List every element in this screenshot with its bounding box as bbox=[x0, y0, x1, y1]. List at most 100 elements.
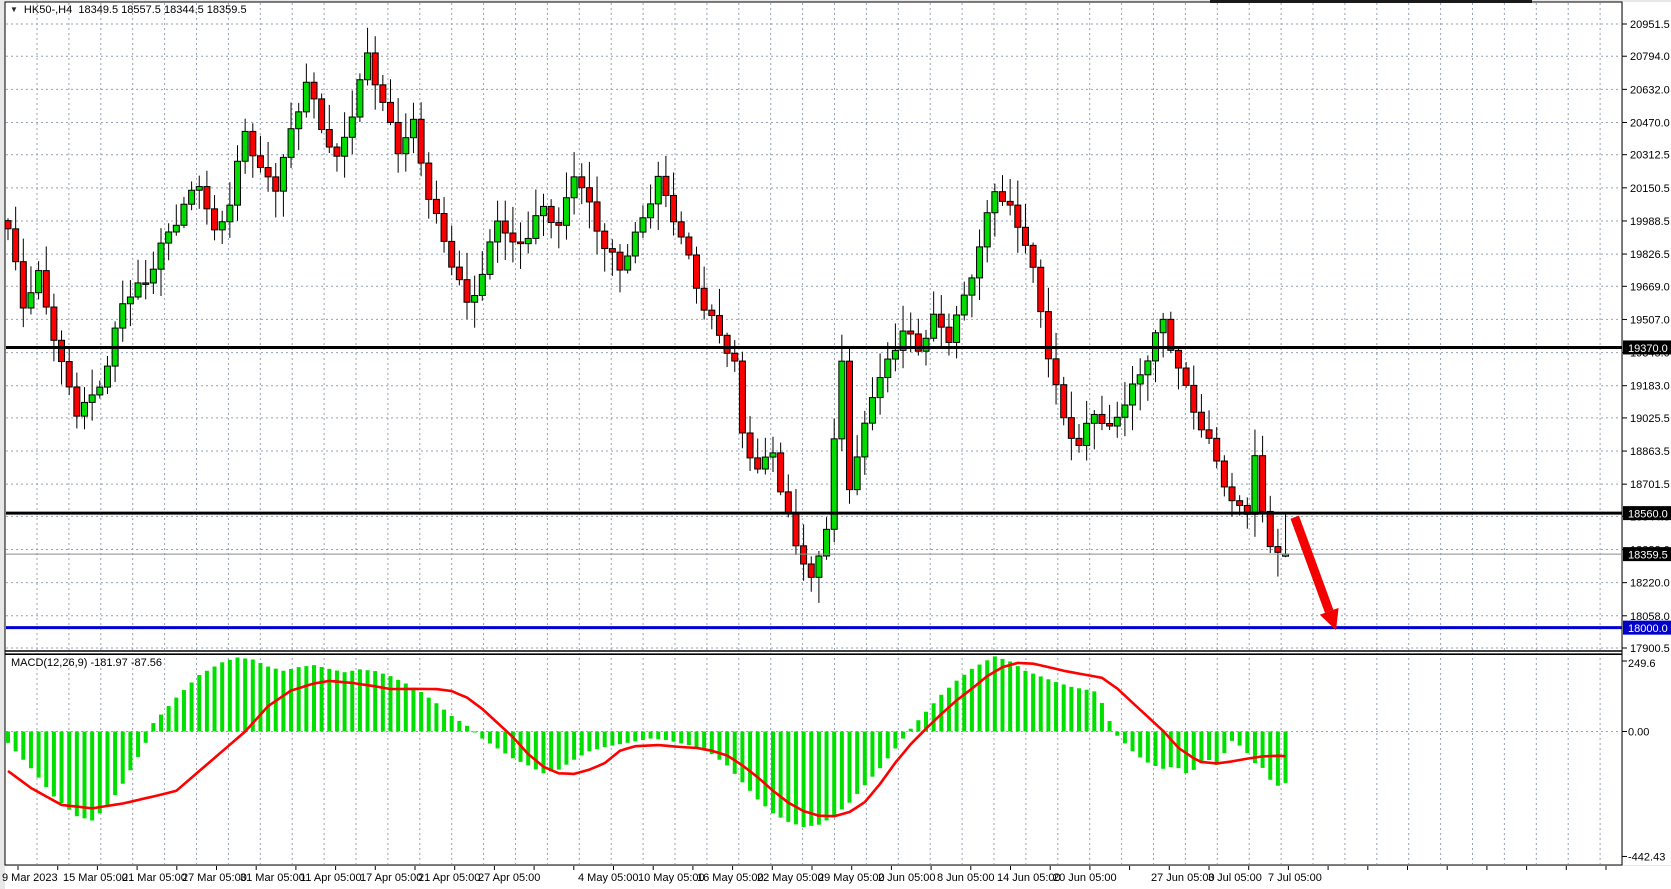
macd-bar bbox=[709, 731, 714, 755]
macd-bar bbox=[480, 731, 485, 739]
macd-bar bbox=[151, 723, 156, 732]
macd-bar bbox=[740, 731, 745, 783]
macd-bar bbox=[90, 731, 95, 821]
macd-bar bbox=[128, 731, 133, 771]
macd-bar bbox=[1230, 731, 1234, 741]
time-tick-label: 4 May 05:00 bbox=[578, 872, 639, 884]
time-tick-label: 10 May 05:00 bbox=[638, 872, 705, 884]
macd-bar bbox=[824, 731, 829, 821]
macd-bar bbox=[931, 703, 936, 732]
time-tick-label: 3 Jul 05:00 bbox=[1208, 872, 1262, 884]
macd-bar bbox=[1061, 684, 1066, 732]
price-tick-label: 18058.0 bbox=[1630, 611, 1670, 623]
macd-bar bbox=[495, 731, 500, 749]
macd-bar bbox=[916, 720, 921, 732]
macd-bar bbox=[250, 659, 255, 732]
macd-bar bbox=[816, 731, 821, 825]
macd-bar bbox=[304, 666, 309, 732]
price-tick-label: 20951.5 bbox=[1630, 19, 1670, 31]
price-badge bbox=[1623, 340, 1671, 355]
macd-bar bbox=[763, 731, 768, 807]
macd-bar bbox=[985, 660, 990, 732]
price-tick-label: 19988.5 bbox=[1630, 216, 1670, 228]
macd-bar bbox=[82, 731, 87, 819]
macd-bar bbox=[1222, 731, 1227, 753]
macd-bar bbox=[181, 690, 186, 732]
macd-bar bbox=[1191, 731, 1196, 770]
macd-panel bbox=[6, 656, 1288, 827]
macd-bar bbox=[21, 731, 26, 760]
time-tick-label: 31 Mar 05:00 bbox=[240, 872, 305, 884]
macd-bar bbox=[1260, 731, 1265, 768]
macd-bar bbox=[388, 676, 393, 732]
macd-bar bbox=[679, 731, 684, 744]
price-tick-label: 19507.0 bbox=[1630, 314, 1670, 326]
macd-bar bbox=[1069, 686, 1074, 732]
price-tick-label: 19183.0 bbox=[1630, 381, 1670, 393]
macd-bar bbox=[1008, 661, 1013, 732]
symbol-title: ▼ HK50-,H4 18349.5 18557.5 18344.5 18359.… bbox=[10, 4, 247, 16]
price-axis-strip[interactable] bbox=[1623, 2, 1671, 865]
macd-bar bbox=[434, 703, 439, 732]
macd-bar bbox=[1207, 731, 1212, 761]
price-tick-label: 19025.5 bbox=[1630, 413, 1670, 425]
price-badge bbox=[1623, 620, 1671, 635]
macd-bar bbox=[686, 731, 691, 746]
candlesticks bbox=[4, 27, 1290, 603]
macd-bar bbox=[166, 706, 171, 732]
macd-bar bbox=[878, 731, 883, 769]
macd-bar bbox=[1023, 670, 1028, 732]
macd-bar bbox=[51, 731, 56, 797]
macd-bar bbox=[1130, 731, 1135, 752]
macd-bar bbox=[992, 656, 997, 732]
macd-bar bbox=[289, 668, 294, 732]
macd-bar bbox=[487, 731, 492, 744]
price-tick-label: 20794.0 bbox=[1630, 51, 1670, 63]
macd-bar bbox=[327, 668, 332, 732]
macd-bar bbox=[13, 731, 18, 752]
time-tick-label: 8 Jun 05:00 bbox=[937, 872, 995, 884]
time-tick-label: 27 Mar 05:00 bbox=[182, 872, 247, 884]
grid bbox=[6, 3, 1622, 864]
macd-bar bbox=[862, 731, 867, 786]
macd-bar bbox=[204, 670, 209, 732]
price-tick-label: 20312.5 bbox=[1630, 150, 1670, 162]
macd-bar bbox=[403, 683, 408, 732]
macd-bar bbox=[296, 667, 301, 732]
chevron-down-icon[interactable]: ▼ bbox=[10, 5, 18, 14]
macd-bar bbox=[595, 731, 600, 750]
macd-bar bbox=[105, 731, 110, 807]
price-badge bbox=[1623, 506, 1671, 521]
macd-bar bbox=[541, 731, 546, 774]
macd-bar bbox=[197, 675, 202, 732]
down-arrow-annotation[interactable] bbox=[1290, 515, 1339, 631]
macd-bar bbox=[962, 674, 967, 732]
macd-bar bbox=[663, 731, 668, 740]
macd-bar bbox=[113, 731, 118, 796]
macd-bar bbox=[633, 731, 638, 742]
macd-bar bbox=[1084, 689, 1089, 732]
macd-bar bbox=[1000, 658, 1005, 732]
macd-bar bbox=[946, 687, 951, 732]
macd-bar bbox=[426, 697, 431, 732]
macd-bar bbox=[1031, 673, 1036, 732]
macd-bar bbox=[457, 720, 462, 732]
macd-bar bbox=[1153, 731, 1158, 766]
macd-bar bbox=[924, 711, 928, 732]
macd-bar bbox=[1038, 676, 1043, 732]
macd-bar bbox=[1099, 702, 1104, 732]
price-tick-label: 18220.0 bbox=[1630, 578, 1670, 590]
macd-bar bbox=[786, 731, 791, 822]
macd-bar bbox=[74, 731, 79, 817]
macd-bar bbox=[503, 731, 508, 754]
macd-bar bbox=[1115, 731, 1120, 736]
macd-bar bbox=[28, 731, 33, 769]
macd-bar bbox=[855, 731, 860, 794]
macd-bar bbox=[97, 731, 102, 814]
time-tick-label: 21 Mar 05:00 bbox=[122, 872, 187, 884]
macd-bar bbox=[1275, 731, 1280, 786]
time-axis-strip[interactable] bbox=[5, 866, 1671, 889]
macd-bar bbox=[1283, 731, 1288, 783]
